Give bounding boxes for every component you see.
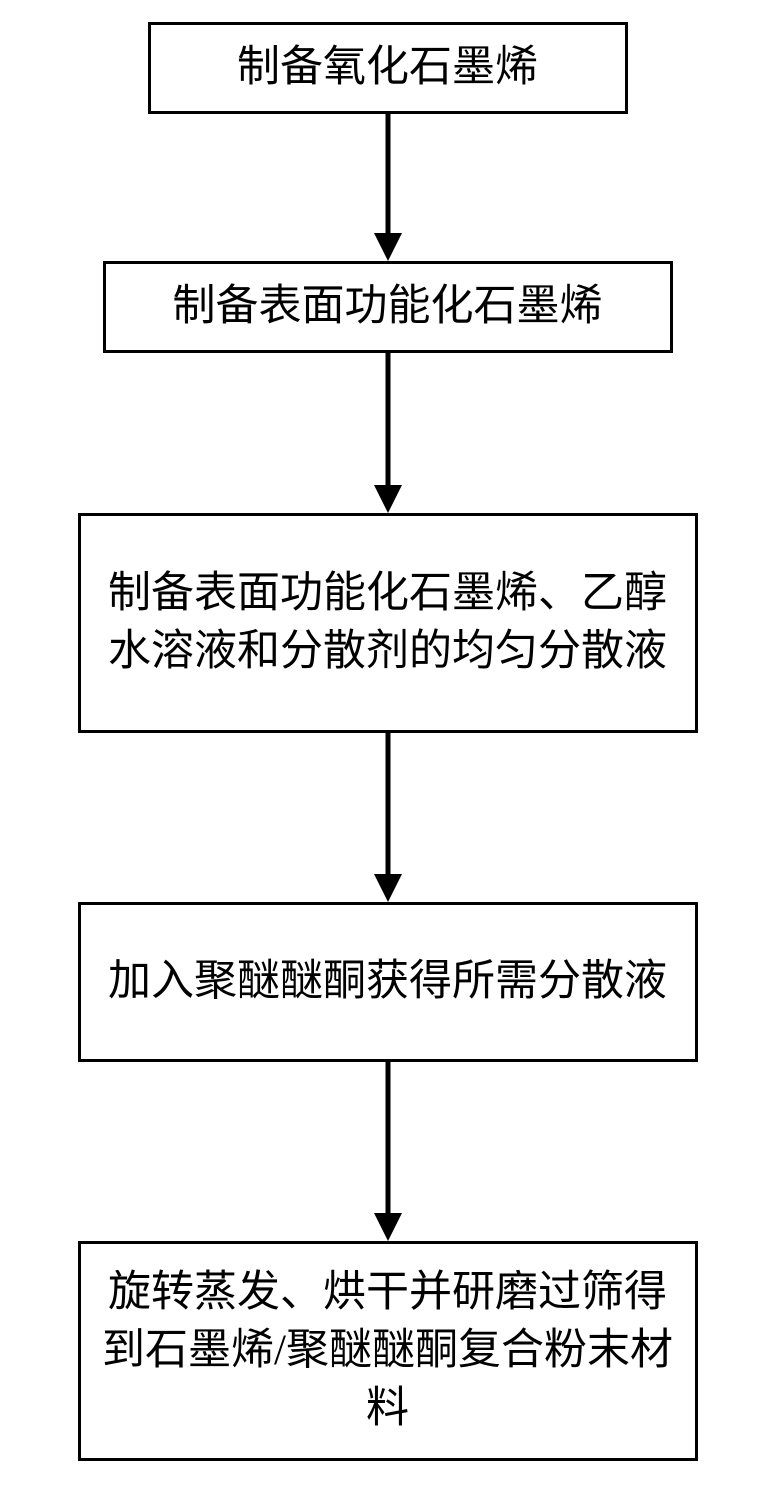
- arrow-head-icon: [374, 485, 402, 513]
- flow-node-4: 加入聚醚醚酮获得所需分散液: [78, 902, 698, 1062]
- arrow-head-icon: [374, 1213, 402, 1241]
- flow-arrow-3: [368, 733, 408, 902]
- arrow-head-icon: [374, 874, 402, 902]
- flow-node-3-text: 制备表面功能化石墨烯、乙醇水溶液和分散剂的均匀分散液: [101, 565, 675, 681]
- arrow-shaft: [385, 353, 390, 487]
- flow-node-3: 制备表面功能化石墨烯、乙醇水溶液和分散剂的均匀分散液: [78, 513, 698, 733]
- flow-arrow-1: [368, 114, 408, 261]
- flow-node-2: 制备表面功能化石墨烯: [103, 261, 673, 353]
- arrow-shaft: [385, 114, 390, 235]
- arrow-head-icon: [374, 233, 402, 261]
- arrow-shaft: [385, 733, 390, 876]
- flow-node-2-text: 制备表面功能化石墨烯: [173, 278, 603, 336]
- flowchart-container: 制备氧化石墨烯 制备表面功能化石墨烯 制备表面功能化石墨烯、乙醇水溶液和分散剂的…: [0, 0, 775, 1487]
- flow-node-5: 旋转蒸发、烘干并研磨过筛得到石墨烯/聚醚醚酮复合粉末材料: [78, 1241, 698, 1461]
- flow-arrow-2: [368, 353, 408, 513]
- flow-node-1: 制备氧化石墨烯: [148, 22, 628, 114]
- flow-node-5-text: 旋转蒸发、烘干并研磨过筛得到石墨烯/聚醚醚酮复合粉末材料: [101, 1264, 675, 1438]
- flow-node-1-text: 制备氧化石墨烯: [237, 39, 538, 97]
- arrow-shaft: [385, 1062, 390, 1215]
- flow-arrow-4: [368, 1062, 408, 1241]
- flow-node-4-text: 加入聚醚醚酮获得所需分散液: [108, 953, 667, 1011]
